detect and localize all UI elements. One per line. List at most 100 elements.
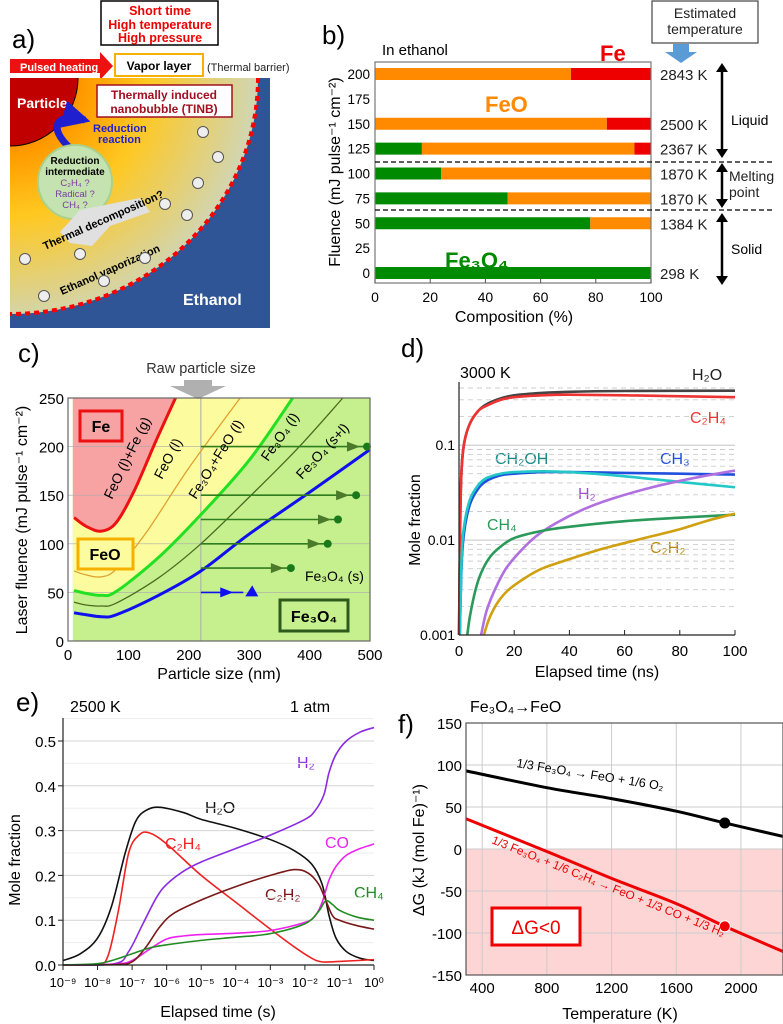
y-axis-title: Laser fluence (mJ pulse⁻¹ cm⁻²) (14, 406, 31, 635)
temperature-label: 1870 K (660, 191, 708, 208)
x-tick-label: 800 (534, 980, 559, 997)
series-line (62, 806, 375, 962)
y-tick-label: 200 (347, 67, 370, 82)
bar-segment (570, 68, 651, 80)
temperature-label: 2500 K (660, 117, 708, 134)
plot-frame (67, 397, 371, 642)
y-tick-label: 150 (347, 117, 370, 132)
boundary-curve-red (73, 397, 177, 533)
x-axis-title: Temperature (K) (562, 1006, 678, 1023)
state-liquid: Liquid (731, 112, 768, 128)
series-line (458, 470, 736, 636)
x-axis-title: Elapsed time (ns) (535, 664, 660, 681)
y-tick-label: 50 (47, 585, 64, 602)
panel-label-c: c) (18, 338, 40, 368)
arrow-down-icon (716, 276, 728, 285)
panel-c-phase-map: c) Raw particle size 0 100 200 300 400 500 0 50… (14, 338, 383, 683)
endpoint-marker (323, 539, 332, 548)
bar-segment (375, 192, 508, 205)
tinb-label-line1: Thermally induced (111, 88, 217, 102)
y-axis-title: Fluence (mJ pulse⁻¹ cm⁻²) (327, 77, 344, 266)
arrowhead-icon (317, 514, 331, 525)
x-tick-label: 10⁻⁷ (119, 975, 145, 990)
chart-e-title: 2500 K (70, 699, 121, 716)
endpoint-marker (352, 491, 361, 500)
y-tick-label: 0.4 (35, 779, 56, 796)
conditions-box (100, 0, 219, 46)
series-line (465, 513, 736, 636)
series-line (482, 512, 736, 636)
down-arrow-icon (665, 44, 697, 63)
x-tick-label: 0 (455, 643, 463, 660)
arrow-up-icon (716, 213, 728, 222)
y-tick-label: 0.0 (35, 958, 56, 975)
series-label-co: CO (325, 835, 349, 852)
x-tick-label: 10⁻⁶ (153, 975, 180, 990)
panel-label-a: a) (12, 24, 35, 54)
region-box-fe3o4 (278, 598, 350, 633)
boundary-curve-blue (73, 448, 371, 619)
x-tick-label: 0 (64, 647, 72, 664)
x-axis-title: Composition (%) (455, 309, 573, 326)
series-label-c2h4: C₂H₄ (690, 410, 726, 427)
nanobubble-region (10, 78, 258, 314)
temperature-marker (718, 920, 731, 933)
panel-e-kinetics-2500k: e) 2500 K 1 atm Elapsed time (s) Mole fr… (7, 687, 384, 1021)
y-tick-label: 100 (39, 537, 64, 554)
y-tick-label: 0.01 (428, 532, 455, 548)
y-tick-label: 200 (39, 440, 64, 457)
y-axis-title: ΔG (kJ (mol Fe)⁻¹) (411, 784, 428, 916)
y-axis-title: Mole fraction (407, 474, 424, 566)
ethanol-label: Ethanol (183, 292, 242, 309)
temperature-label: 2367 K (660, 142, 708, 159)
panel-label-d: d) (401, 333, 424, 363)
x-tick-label: 400 (470, 980, 495, 997)
temperature-label: 1384 K (660, 216, 708, 233)
y-tick-label: 0.3 (35, 824, 56, 841)
x-axis-title: Elapsed time (s) (160, 1004, 276, 1021)
reduction-reaction-line1: Reduction (93, 123, 147, 135)
chart-d-title: 3000 K (460, 365, 511, 382)
y-tick-label: 150 (437, 716, 462, 733)
state-melting-point: Melting point (729, 168, 775, 200)
intermediate-line2: intermediate (45, 167, 105, 178)
panel-label-f: f) (398, 709, 414, 739)
x-tick-label: 1600 (660, 980, 693, 997)
y-axis-title: Mole fraction (7, 814, 24, 906)
intermediate-c2h4: C₂H₄ ? (60, 178, 89, 189)
x-tick-label: 10⁻³ (258, 975, 284, 990)
y-tick-label: 0 (56, 634, 64, 651)
plot-frame (465, 722, 783, 976)
legend-feo: FeO (485, 92, 528, 117)
chart-f-title: Fe₃O₄→FeO (470, 699, 561, 716)
boundary-curve-olive (73, 397, 344, 607)
bar-segment (590, 217, 651, 230)
series-label-ch3: CH₃ (660, 451, 690, 468)
reduction-arrow-icon (53, 100, 91, 151)
x-tick-label: 10⁻¹ (327, 975, 353, 990)
series-label-c2h2: C₂H₂ (265, 887, 301, 904)
bar-segment (375, 68, 571, 80)
y-tick-label: 0 (362, 266, 370, 281)
region-label-fe3o4: Fe₃O₄ (291, 609, 337, 626)
x-tick-label: 80 (671, 643, 688, 660)
boundary-label: Fe₃O₄ (s) (305, 568, 364, 584)
series-line (62, 868, 375, 966)
region-label-fe: Fe (92, 419, 111, 436)
vapor-molecule-icon (197, 126, 209, 138)
bar-segment (606, 117, 651, 130)
series-line (62, 831, 375, 966)
x-tick-label: 300 (237, 647, 262, 664)
negative-dg-label: ΔG<0 (511, 918, 560, 939)
intermediate-ch4: CH₄ ? (62, 200, 88, 211)
plot-frame (374, 61, 652, 284)
series-line (62, 899, 375, 966)
vapor-molecule-icon (159, 198, 171, 210)
endpoint-marker (286, 564, 295, 573)
panel-label-b: b) (322, 20, 345, 50)
x-tick-label: 40 (561, 643, 578, 660)
bar-segment (375, 117, 607, 130)
thermal-barrier-label: (Thermal barrier) (207, 62, 290, 74)
y-tick-label: 50 (445, 800, 462, 817)
